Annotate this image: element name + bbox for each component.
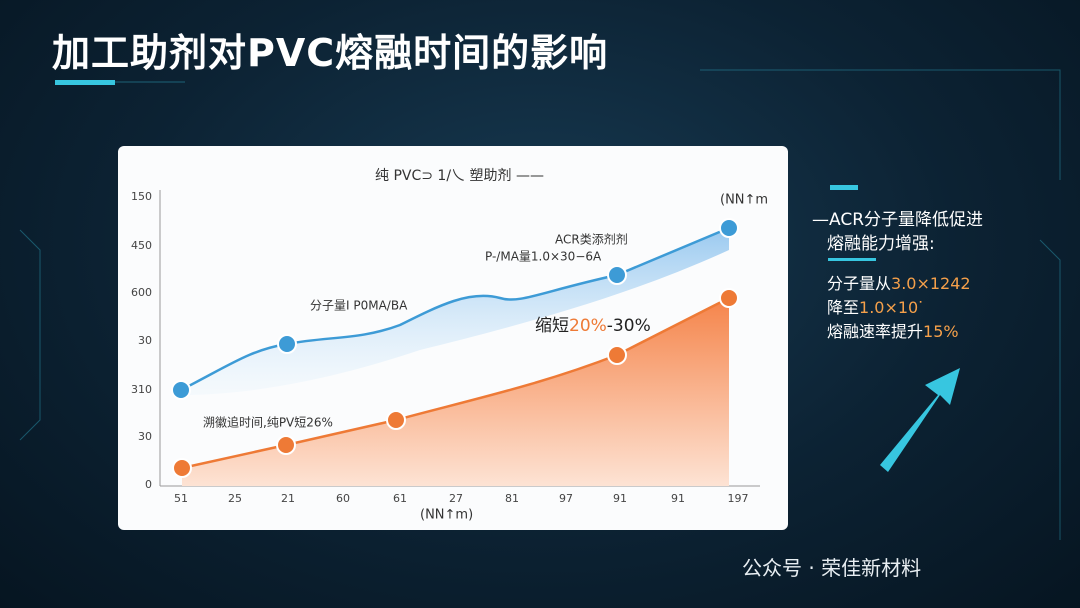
- y-label: 150: [131, 190, 152, 203]
- annotation: 溯徽追时间,纯PV短26%: [203, 415, 333, 430]
- orange-points: [172, 288, 739, 478]
- unit: (NN↑m): [420, 508, 473, 523]
- frame: [1039, 239, 1061, 540]
- x-label: 97: [559, 492, 573, 505]
- y-label: 310: [131, 383, 152, 396]
- highlight-text: -30%: [607, 316, 651, 336]
- highlight: 缩短20%-30%: [535, 316, 651, 336]
- x-label: 27: [449, 492, 463, 505]
- y-label: 30: [138, 334, 152, 347]
- y-label: 30: [138, 430, 152, 443]
- side-line: 熔融速率提升15%: [827, 320, 971, 344]
- blue-line: [180, 226, 730, 392]
- accent-bar: [830, 185, 858, 190]
- accent-bar: [828, 258, 876, 261]
- annotation: 分子量I P0MA/BA: [310, 299, 408, 313]
- side-list: 分子量从3.0×1242 降至1.0×10ᐝ 熔融速率提升15%: [827, 272, 971, 344]
- side-accent: 15%: [923, 322, 959, 341]
- blue-points: [171, 218, 739, 400]
- x-label: 51: [174, 492, 188, 505]
- orange-area: [182, 298, 729, 486]
- y-label: 450: [131, 239, 152, 252]
- legend: 纯 PVC⊃ 1/乀 塑助剂 ——: [375, 168, 544, 184]
- side-heading-line: 熔融能力增强:: [827, 234, 935, 254]
- frame: [19, 229, 41, 441]
- x-label: 81: [505, 492, 519, 505]
- y-label: 600: [131, 286, 152, 299]
- side-heading-line: —ACR分子量降低促进: [812, 210, 984, 230]
- highlight-accent: 20%: [569, 316, 607, 336]
- side-text: 分子量从: [827, 274, 892, 293]
- frame: [700, 69, 1061, 180]
- blue-area: [181, 228, 729, 395]
- annotation: ACR类添剂剂: [555, 232, 628, 247]
- x-label: 91: [671, 492, 685, 505]
- annotation: P-/MA量1.0×30−6A: [485, 250, 602, 264]
- highlight-text: 缩短: [535, 316, 569, 336]
- x-label: 197: [728, 492, 749, 505]
- side-text: 熔融速率提升: [827, 322, 924, 341]
- side-accent: 3.0×1242: [891, 274, 971, 293]
- x-label: 21: [281, 492, 295, 505]
- side-line: 分子量从3.0×1242: [827, 272, 971, 296]
- x-label: 60: [336, 492, 350, 505]
- arrow: [880, 368, 960, 472]
- y-label: 0: [145, 478, 152, 491]
- x-label: 61: [393, 492, 407, 505]
- side-heading: —ACR分子量降低促进 熔融能力增强:: [812, 208, 983, 256]
- accent-bar: [55, 80, 115, 85]
- x-label: 25: [228, 492, 242, 505]
- unit: (NN↑m: [720, 193, 768, 208]
- side-accent: 1.0×10ᐝ: [859, 298, 923, 317]
- watermark: 公众号 · 荣佳新材料: [742, 556, 922, 580]
- x-label: 91: [613, 492, 627, 505]
- title: 加工助剂对PVC熔融时间的影响: [52, 31, 609, 75]
- side-text: 降至: [827, 298, 860, 317]
- side-line: 降至1.0×10ᐝ: [827, 296, 971, 320]
